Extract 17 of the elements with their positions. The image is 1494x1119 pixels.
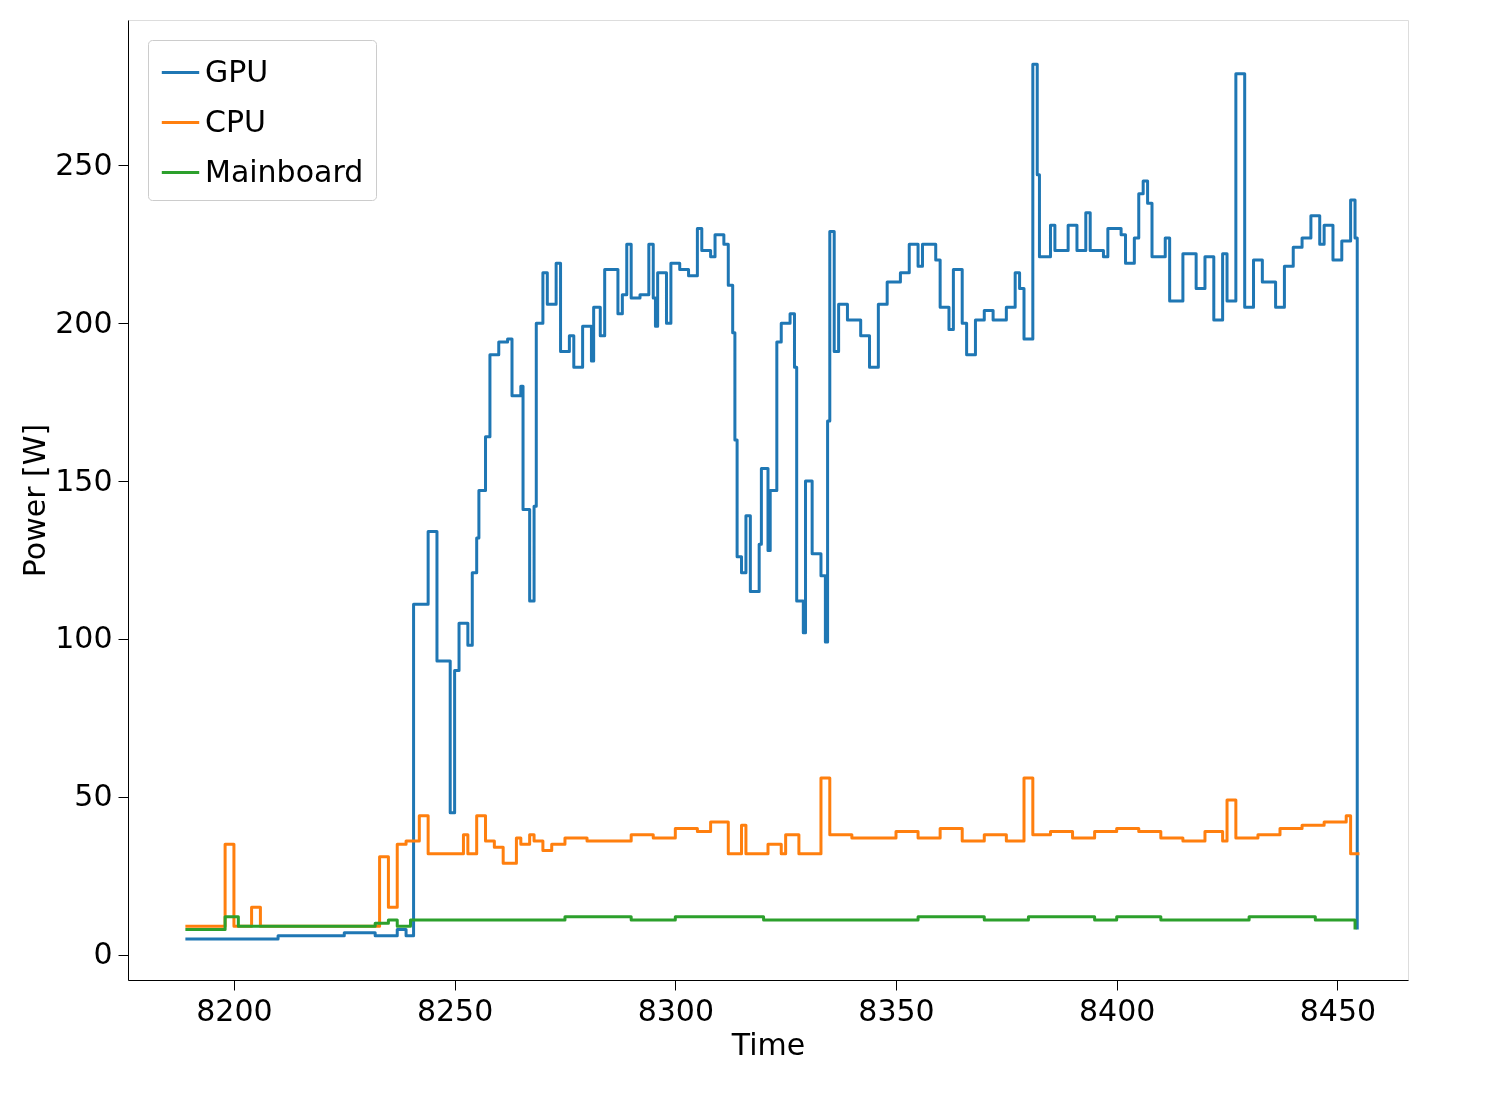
y-tick-label: 0 <box>93 936 113 972</box>
x-tick-label: 8400 <box>1079 992 1156 1028</box>
legend-label: GPU <box>205 53 269 89</box>
x-tick-label: 8350 <box>858 992 935 1028</box>
x-tick-label: 8250 <box>416 992 494 1028</box>
x-tick-label: 8450 <box>1299 992 1377 1028</box>
y-tick-label: 200 <box>55 304 113 340</box>
y-tick-label: 250 <box>55 146 113 182</box>
x-tick-label: 8300 <box>637 992 714 1028</box>
y-tick-label: 150 <box>55 462 113 498</box>
x-tick-label: 8200 <box>196 992 273 1028</box>
legend-label: CPU <box>205 103 266 139</box>
y-tick-label: 50 <box>74 778 113 814</box>
x-axis-title: Time <box>730 1026 806 1062</box>
y-axis-title: Power [W] <box>17 423 53 578</box>
legend-label: Mainboard <box>205 153 364 189</box>
y-tick-label: 100 <box>55 620 113 656</box>
